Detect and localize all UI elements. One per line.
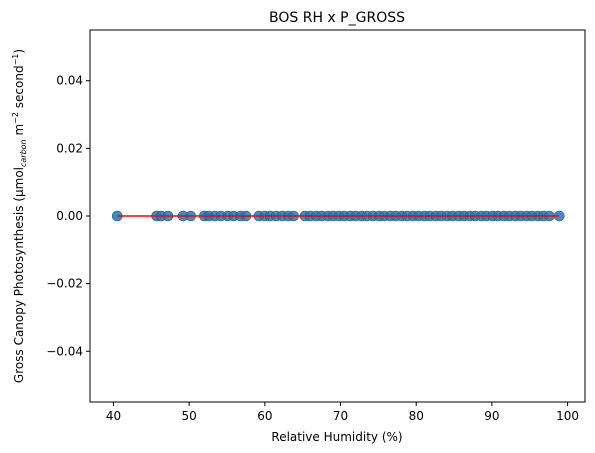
plot-area (111, 210, 565, 222)
x-tick-label: 80 (409, 409, 424, 423)
y-tick-label: 0.04 (56, 74, 83, 88)
x-axis-label: Relative Humidity (%) (271, 430, 402, 444)
chart-title: BOS RH x P_GROSS (269, 10, 405, 26)
y-tick-label: −0.04 (46, 344, 83, 358)
y-axis-label: Gross Canopy Photosynthesis (μmolcarbon … (11, 49, 28, 383)
x-tick-label: 100 (556, 409, 579, 423)
y-tick-label: 0.02 (56, 141, 83, 155)
x-tick-label: 70 (333, 409, 348, 423)
x-tick-label: 60 (257, 409, 272, 423)
y-tick-label: 0.00 (56, 209, 83, 223)
y-axis: −0.04 −0.02 0.00 0.02 0.04 (46, 74, 90, 358)
x-tick-label: 40 (106, 409, 121, 423)
x-axis: 40 50 60 70 80 90 100 (106, 402, 579, 423)
y-tick-label: −0.02 (46, 277, 83, 291)
x-tick-label: 90 (484, 409, 499, 423)
x-tick-label: 50 (182, 409, 197, 423)
